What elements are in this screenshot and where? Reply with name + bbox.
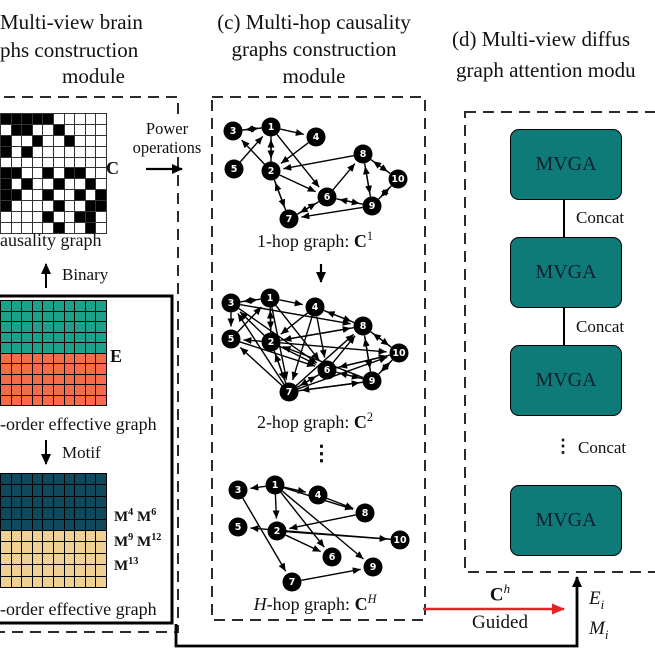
svg-text:6: 6 — [329, 552, 336, 563]
svg-text:6: 6 — [324, 192, 331, 203]
module-c-title-line1: (c) Multi-hop causality — [217, 10, 411, 34]
mvga-box-1: MVGA — [510, 129, 622, 200]
svg-text:1: 1 — [268, 122, 275, 133]
mvga-box-2: MVGA — [510, 237, 622, 308]
svg-text:8: 8 — [360, 321, 367, 332]
svg-text:10: 10 — [391, 174, 405, 185]
module-b-title-line2: phs construction — [0, 38, 139, 62]
svg-text:9: 9 — [369, 376, 376, 387]
module-d-title-line1: (d) Multi-view diffus — [452, 27, 631, 51]
svg-text:1: 1 — [267, 293, 274, 304]
low-order-matrix-e — [0, 300, 107, 406]
matrix-m-labels: M4 M6 M9 M12 M13 — [114, 507, 162, 574]
module-b-title-line3: module — [62, 64, 125, 88]
svg-text:1: 1 — [272, 480, 279, 491]
low-order-caption: -order effective graph — [0, 414, 157, 434]
mvga-box-4: MVGA — [510, 485, 622, 556]
causality-matrix-c — [0, 113, 107, 234]
svg-text:2: 2 — [274, 526, 281, 537]
svg-text:10: 10 — [392, 348, 406, 359]
svg-text:4: 4 — [315, 490, 322, 501]
module-c-title-line2: graphs construction — [231, 37, 397, 61]
output-e-label: Ei — [589, 588, 605, 612]
svg-text:5: 5 — [231, 164, 238, 175]
mvga-box-3: MVGA — [510, 345, 622, 416]
binary-label: Binary — [62, 265, 109, 284]
high-order-caption: -order effective graph — [0, 599, 157, 619]
svg-text:4: 4 — [313, 132, 320, 143]
guided-ch-label: Ch — [489, 581, 511, 606]
causality-graph-caption: ausality graph — [0, 230, 102, 250]
module-b-title-line1: Multi-view brain — [0, 10, 143, 34]
svg-text:9: 9 — [370, 562, 377, 573]
concat-label-1: Concat — [576, 208, 625, 227]
power-operations-label: Power operations — [127, 119, 207, 157]
two-hop-caption: 2-hop graph: C2 — [256, 410, 374, 432]
two-hop-graph: 1 2 3 4 5 6 7 8 9 10 — [215, 285, 415, 412]
one-hop-caption: 1-hop graph: C1 — [256, 229, 374, 251]
concat-label-2: Concat — [576, 317, 625, 336]
svg-text:3: 3 — [228, 298, 235, 309]
high-order-matrix-m — [0, 473, 107, 588]
concat-ellipsis: ⋮ — [554, 436, 572, 456]
matrix-e-label: E — [110, 346, 123, 366]
svg-text:10: 10 — [393, 535, 407, 546]
svg-text:9: 9 — [369, 201, 376, 212]
svg-text:2: 2 — [268, 337, 275, 348]
svg-text:6: 6 — [324, 365, 331, 376]
svg-text:7: 7 — [289, 577, 296, 588]
svg-text:8: 8 — [362, 508, 369, 519]
svg-text:4: 4 — [312, 302, 319, 313]
h-hop-graph: 1 2 3 4 5 6 7 8 9 10 — [215, 462, 415, 599]
guided-label: Guided — [472, 612, 528, 633]
svg-text:3: 3 — [230, 126, 237, 137]
svg-text:5: 5 — [228, 334, 235, 345]
one-hop-graph: 1 2 3 4 5 6 7 8 9 10 — [215, 108, 415, 238]
svg-text:5: 5 — [235, 522, 242, 533]
output-m-label: Mi — [589, 618, 609, 642]
svg-text:7: 7 — [286, 214, 293, 225]
svg-text:8: 8 — [360, 149, 367, 160]
svg-text:3: 3 — [235, 485, 242, 496]
module-c-title-line3: module — [282, 64, 346, 88]
svg-text:7: 7 — [286, 387, 293, 398]
matrix-c-label: C — [106, 158, 119, 178]
module-d-title-line2: graph attention modu — [456, 58, 636, 82]
motif-label: Motif — [62, 443, 101, 462]
svg-text:2: 2 — [268, 166, 275, 177]
h-hop-caption: H-hop graph: CH — [253, 592, 377, 614]
concat-label-3: Concat — [578, 438, 627, 457]
